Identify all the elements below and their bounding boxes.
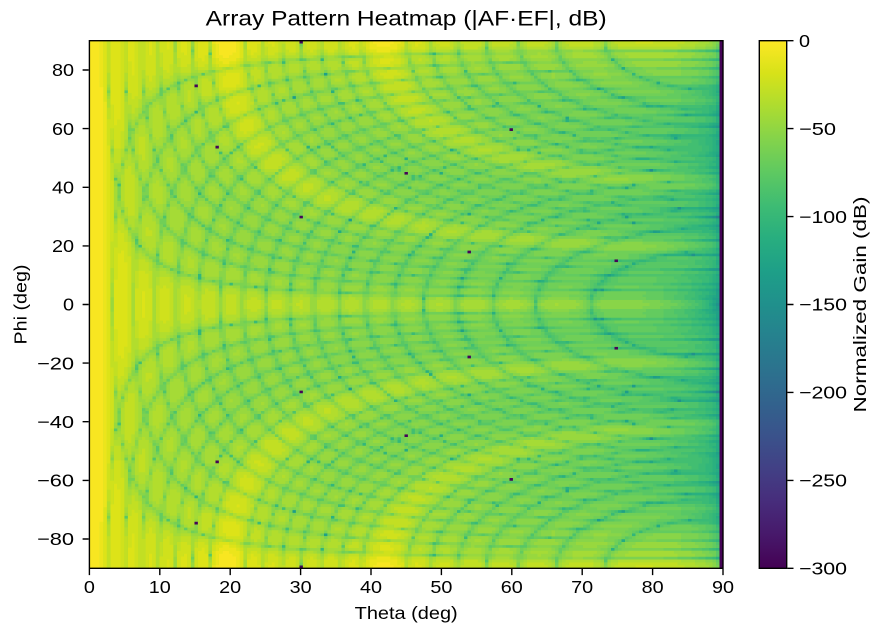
- svg-text:−300: −300: [799, 559, 847, 579]
- svg-text:60: 60: [52, 119, 74, 139]
- svg-text:−100: −100: [799, 207, 847, 227]
- svg-text:0: 0: [84, 577, 95, 597]
- svg-text:40: 40: [52, 178, 74, 198]
- svg-text:20: 20: [52, 236, 74, 256]
- svg-text:80: 80: [642, 577, 664, 597]
- svg-text:20: 20: [219, 577, 241, 597]
- svg-text:−200: −200: [799, 383, 847, 403]
- svg-text:10: 10: [149, 577, 171, 597]
- svg-text:−20: −20: [37, 353, 74, 373]
- svg-text:60: 60: [501, 577, 523, 597]
- svg-text:30: 30: [290, 577, 312, 597]
- svg-text:0: 0: [799, 31, 810, 51]
- svg-text:40: 40: [360, 577, 382, 597]
- svg-text:80: 80: [52, 60, 74, 80]
- svg-text:50: 50: [430, 577, 452, 597]
- svg-text:−50: −50: [799, 119, 836, 139]
- svg-text:Theta (deg): Theta (deg): [355, 603, 458, 623]
- svg-text:−40: −40: [37, 412, 74, 432]
- svg-text:Array Pattern Heatmap (|AF·EF|: Array Pattern Heatmap (|AF·EF|, dB): [206, 8, 607, 31]
- svg-text:70: 70: [571, 577, 593, 597]
- svg-text:−60: −60: [37, 471, 74, 491]
- svg-text:Phi (deg): Phi (deg): [11, 265, 31, 345]
- svg-text:−80: −80: [37, 529, 74, 549]
- svg-text:0: 0: [63, 295, 74, 315]
- svg-text:−150: −150: [799, 295, 847, 315]
- svg-text:90: 90: [712, 577, 734, 597]
- svg-text:−250: −250: [799, 471, 847, 491]
- svg-text:Normalized Gain (dB): Normalized Gain (dB): [850, 197, 870, 413]
